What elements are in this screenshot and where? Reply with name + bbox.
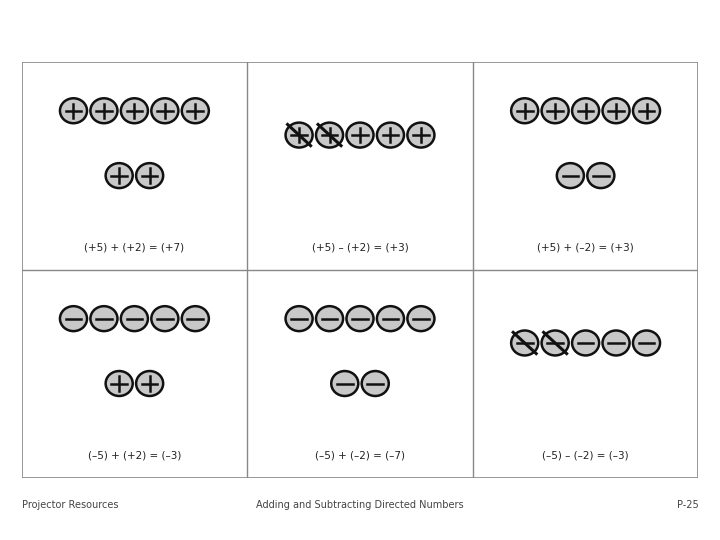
- Circle shape: [316, 123, 343, 147]
- Circle shape: [541, 330, 569, 355]
- Circle shape: [121, 98, 148, 123]
- Text: (+5) + (–2) = (+3): (+5) + (–2) = (+3): [537, 242, 634, 252]
- Circle shape: [377, 306, 404, 331]
- Circle shape: [136, 371, 163, 396]
- Circle shape: [60, 98, 87, 123]
- Text: Calculations (1): Calculations (1): [249, 23, 471, 48]
- Circle shape: [106, 371, 132, 396]
- Circle shape: [91, 98, 117, 123]
- Circle shape: [151, 98, 179, 123]
- Circle shape: [106, 163, 132, 188]
- Circle shape: [633, 330, 660, 355]
- Circle shape: [511, 330, 539, 355]
- Circle shape: [603, 98, 629, 123]
- Circle shape: [331, 371, 359, 396]
- Circle shape: [286, 306, 312, 331]
- Circle shape: [572, 98, 599, 123]
- Circle shape: [136, 163, 163, 188]
- Circle shape: [541, 98, 569, 123]
- Circle shape: [377, 123, 404, 147]
- Text: (+5) + (+2) = (+7): (+5) + (+2) = (+7): [84, 242, 184, 252]
- Text: P-25: P-25: [677, 500, 698, 510]
- Circle shape: [181, 306, 209, 331]
- Circle shape: [588, 163, 614, 188]
- Circle shape: [316, 306, 343, 331]
- Circle shape: [361, 371, 389, 396]
- Text: Adding and Subtracting Directed Numbers: Adding and Subtracting Directed Numbers: [256, 500, 464, 510]
- Circle shape: [572, 330, 599, 355]
- Circle shape: [286, 123, 312, 147]
- Circle shape: [408, 123, 434, 147]
- Circle shape: [346, 306, 374, 331]
- Circle shape: [151, 306, 179, 331]
- Circle shape: [557, 163, 584, 188]
- Circle shape: [346, 123, 374, 147]
- Circle shape: [633, 98, 660, 123]
- Circle shape: [408, 306, 434, 331]
- FancyBboxPatch shape: [22, 62, 698, 478]
- Circle shape: [91, 306, 117, 331]
- Text: (–5) + (+2) = (–3): (–5) + (+2) = (–3): [88, 450, 181, 460]
- Circle shape: [60, 306, 87, 331]
- Circle shape: [121, 306, 148, 331]
- Circle shape: [511, 98, 539, 123]
- Text: (–5) – (–2) = (–3): (–5) – (–2) = (–3): [542, 450, 629, 460]
- Circle shape: [603, 330, 629, 355]
- Text: (–5) + (–2) = (–7): (–5) + (–2) = (–7): [315, 450, 405, 460]
- Text: (+5) – (+2) = (+3): (+5) – (+2) = (+3): [312, 242, 408, 252]
- Text: Projector Resources: Projector Resources: [22, 500, 118, 510]
- Circle shape: [181, 98, 209, 123]
